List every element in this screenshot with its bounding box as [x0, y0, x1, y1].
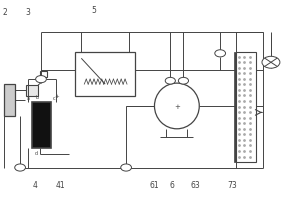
Text: 2: 2	[2, 8, 7, 17]
Bar	[4, 84, 15, 116]
Text: 4: 4	[33, 181, 38, 190]
Text: +: +	[174, 104, 180, 110]
Text: c: c	[53, 96, 56, 101]
Text: +: +	[54, 94, 59, 99]
Circle shape	[121, 164, 131, 171]
Text: 6: 6	[169, 181, 174, 190]
Circle shape	[15, 164, 26, 171]
Text: d: d	[35, 151, 38, 156]
Circle shape	[262, 56, 280, 68]
Bar	[32, 102, 52, 148]
Circle shape	[178, 77, 188, 84]
Bar	[75, 52, 135, 96]
Text: 61: 61	[150, 181, 160, 190]
Ellipse shape	[154, 83, 199, 129]
Text: 73: 73	[228, 181, 237, 190]
Text: 3: 3	[25, 8, 30, 17]
Bar	[234, 52, 236, 162]
Circle shape	[165, 77, 176, 84]
Bar	[40, 71, 47, 77]
Bar	[26, 85, 38, 96]
Circle shape	[215, 50, 226, 57]
Text: 41: 41	[56, 181, 66, 190]
Text: 5: 5	[92, 6, 97, 15]
Text: a: a	[27, 96, 30, 101]
Bar	[236, 52, 256, 162]
Text: 63: 63	[190, 181, 200, 190]
Text: b: b	[35, 95, 38, 100]
Circle shape	[36, 76, 46, 83]
